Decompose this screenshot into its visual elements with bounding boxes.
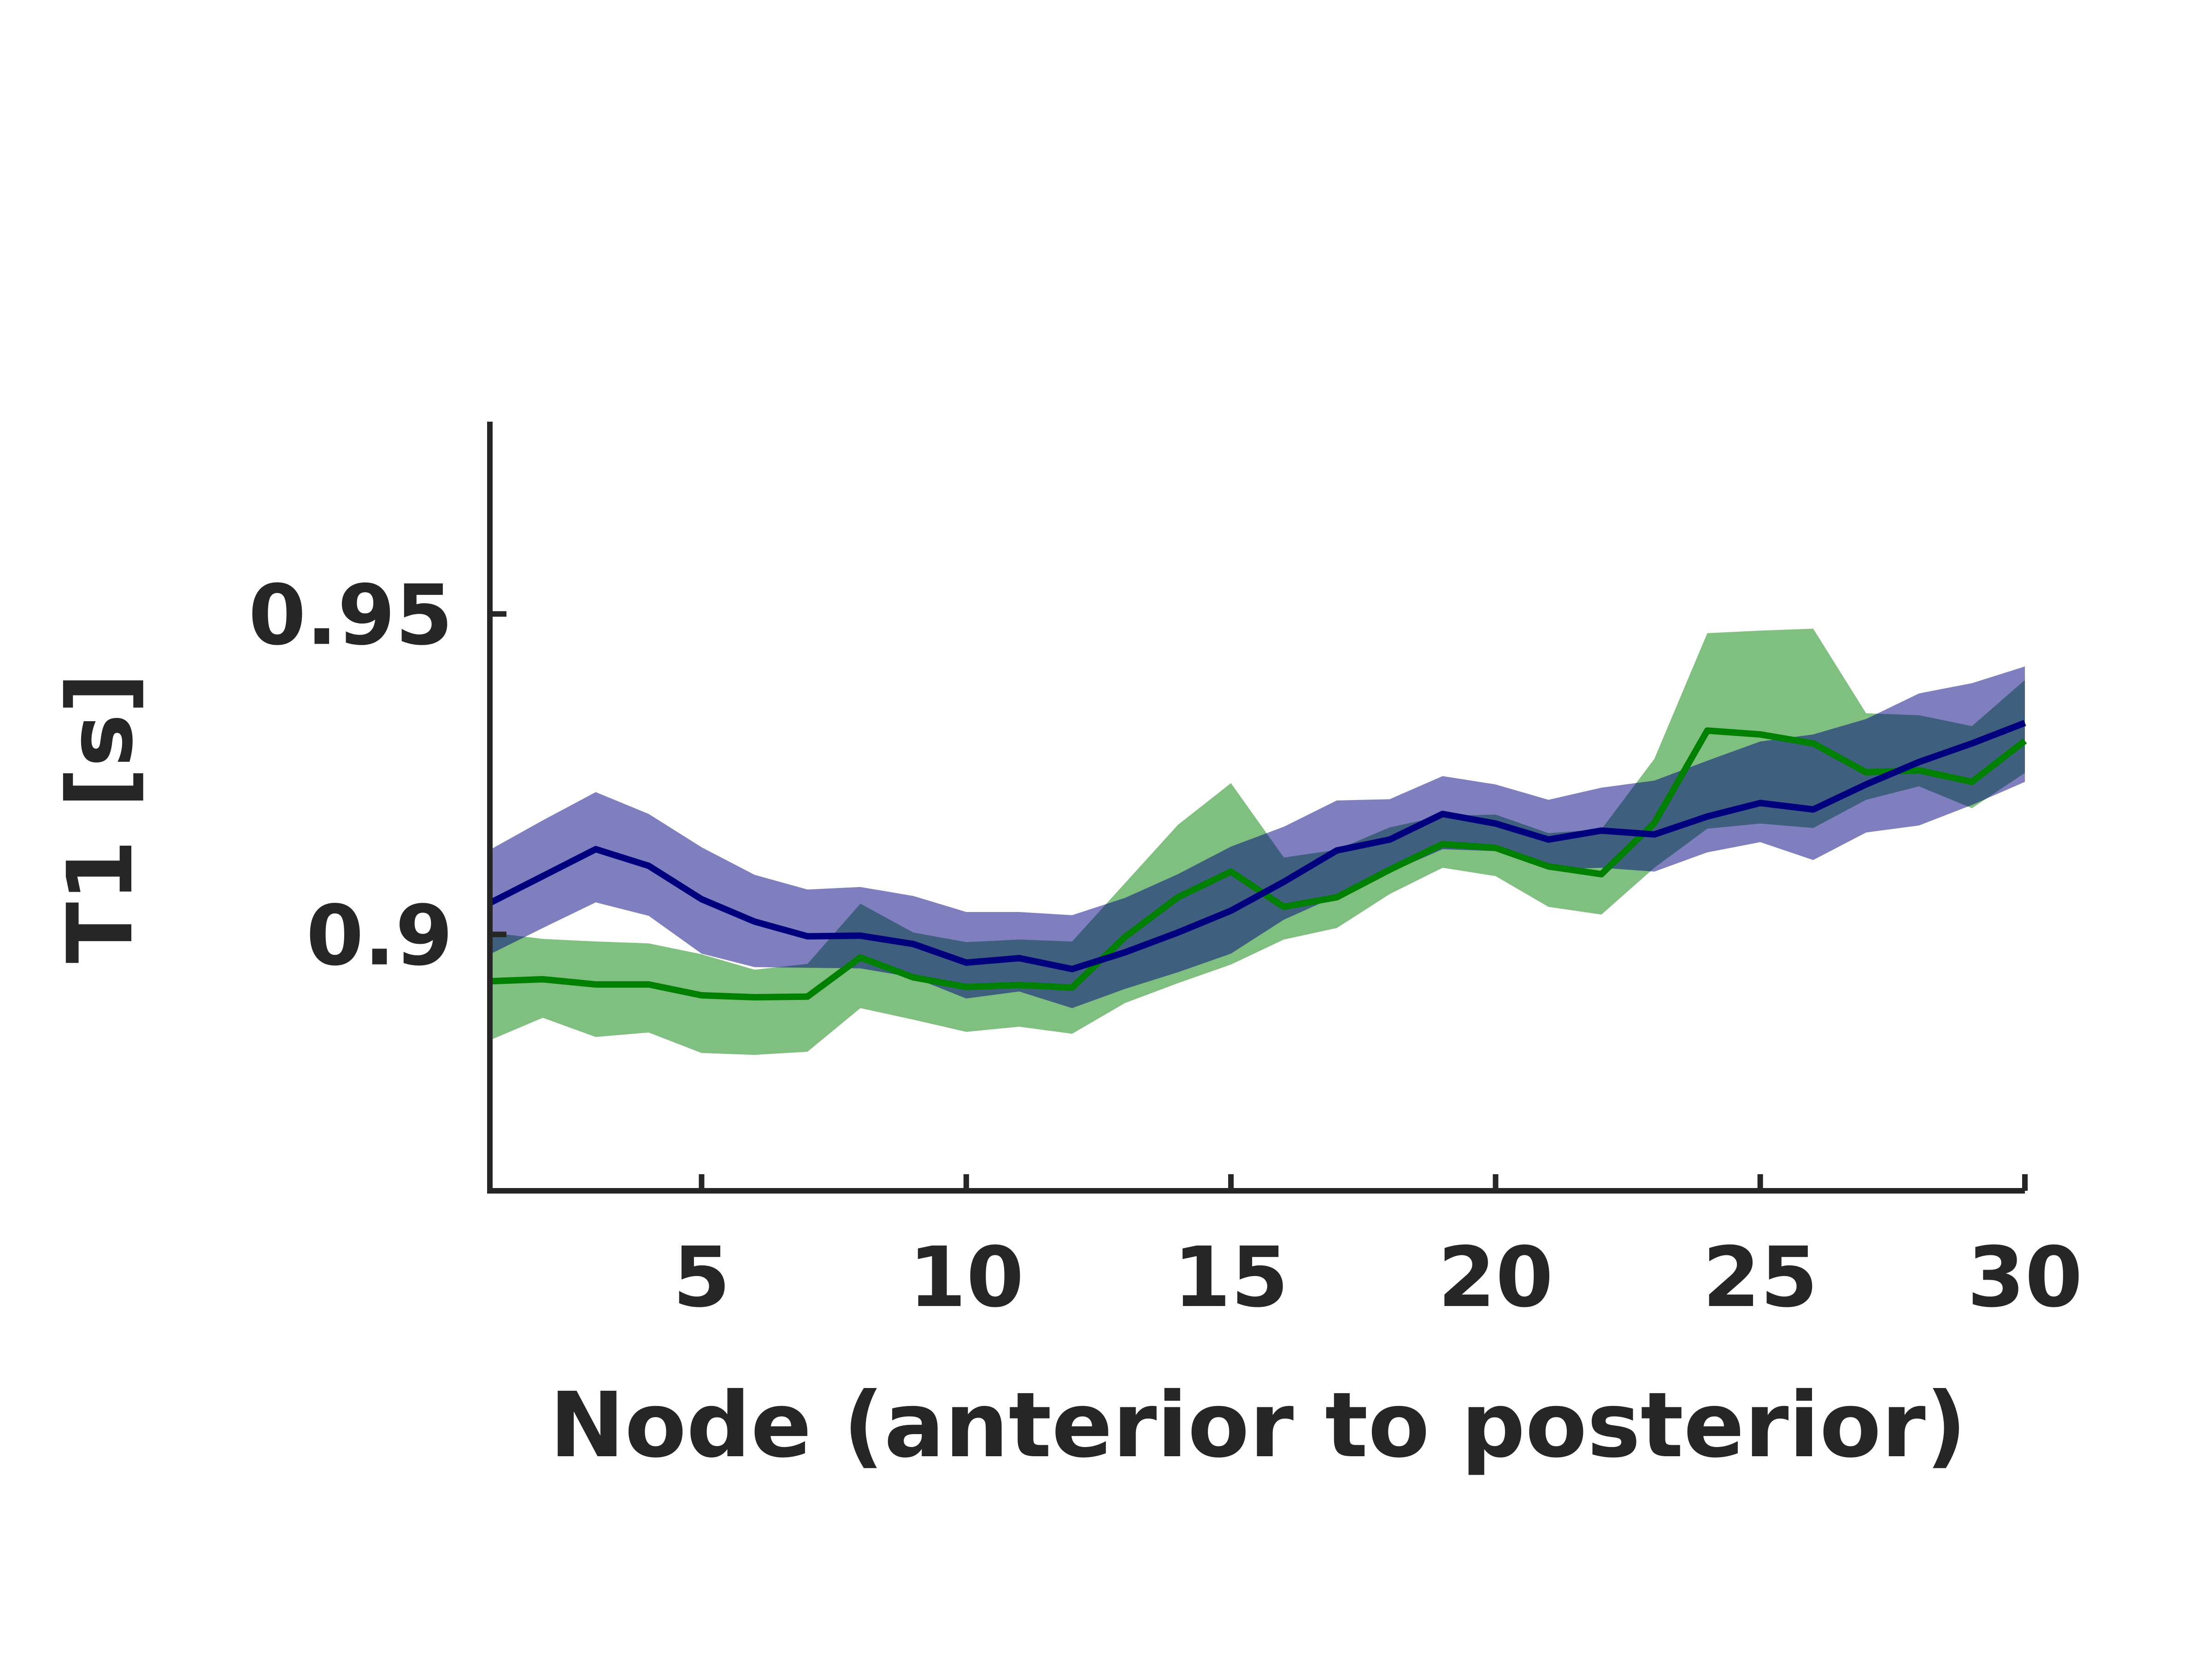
x-tick-label: 25 bbox=[1702, 1230, 1818, 1326]
x-tick-label: 10 bbox=[909, 1230, 1024, 1326]
y-tick-label: 0.9 bbox=[306, 888, 453, 984]
x-tick-label: 5 bbox=[673, 1230, 730, 1326]
x-tick-label: 15 bbox=[1173, 1230, 1289, 1326]
series-2-band bbox=[490, 666, 2025, 1008]
y-tick-label: 0.95 bbox=[248, 567, 453, 664]
y-axis-label: T1 [s] bbox=[48, 673, 153, 964]
x-tick-label: 20 bbox=[1438, 1230, 1553, 1326]
series-lines bbox=[488, 720, 2027, 1000]
x-axis-label: Node (anterior to posterior) bbox=[549, 1373, 1966, 1477]
confidence-bands bbox=[490, 629, 2025, 1055]
series-1-line bbox=[489, 727, 2027, 1000]
x-tick-label: 30 bbox=[1967, 1230, 2083, 1326]
series-2-line bbox=[488, 720, 2026, 972]
x-ticks: 5 10 15 20 25 30 bbox=[673, 1174, 2083, 1326]
axes bbox=[487, 422, 2025, 1194]
y-ticks: 0.9 0.95 bbox=[248, 567, 506, 984]
